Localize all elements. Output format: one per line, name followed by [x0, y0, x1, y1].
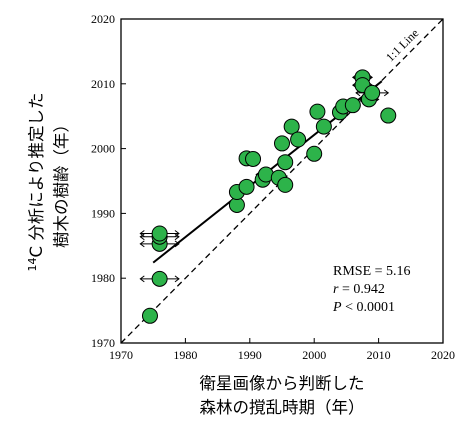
error-bar-cap-right — [174, 240, 180, 248]
y-axis-label-line-1-text: C 分析により推定した — [27, 93, 46, 258]
y-axis-label-superscript: 14 — [26, 257, 39, 271]
data-point — [277, 176, 294, 193]
data-point — [306, 145, 323, 162]
y-axis-ticks: 1970 1980 1990 2000 2010 2020 — [91, 12, 126, 350]
error-bar-cap-left — [139, 240, 145, 248]
x-tick-label: 1990 — [238, 348, 262, 362]
x-tick-label: 2020 — [431, 348, 455, 362]
plot-area — [120, 18, 444, 344]
y-axis-label-line-1: 14C 分析により推定した — [26, 93, 46, 272]
data-point — [380, 107, 397, 124]
y-tick-label: 1970 — [91, 336, 115, 350]
error-bar-cap-left — [139, 230, 145, 237]
one-to-one-line — [120, 18, 444, 344]
data-point — [309, 103, 326, 120]
error-bar-cap-right — [174, 233, 180, 241]
r-value: = 0.942 — [338, 282, 384, 297]
rmse-stat: RMSE = 5.16 — [333, 264, 411, 279]
error-bar-cap-right — [383, 89, 390, 97]
one-to-one-label: 1:1 Line — [383, 26, 421, 64]
y-tick-label: 1990 — [91, 206, 115, 220]
data-point — [283, 118, 300, 135]
p-stat: P < 0.0001 — [332, 300, 395, 315]
data-point — [141, 307, 158, 324]
error-bar-cap-left — [139, 233, 145, 241]
x-tick-label: 2010 — [367, 348, 391, 362]
data-point — [245, 150, 262, 167]
error-bar-cap-left — [139, 275, 145, 283]
r-symbol: r — [333, 282, 339, 297]
data-point — [238, 178, 255, 195]
x-tick-label: 2000 — [302, 348, 326, 362]
y-tick-label: 2020 — [91, 12, 115, 26]
r-stat: r = 0.942 — [333, 282, 385, 297]
data-point — [274, 135, 290, 152]
y-axis-label-line-2: 樹木の樹齢（年） — [52, 116, 71, 248]
p-value: < 0.0001 — [342, 300, 395, 315]
data-point — [151, 225, 168, 242]
x-tick-label: 1970 — [109, 348, 133, 362]
data-point — [364, 84, 381, 101]
p-symbol: P — [332, 300, 342, 315]
y-axis-label: 14C 分析により推定した 樹木の樹齢（年） — [26, 93, 71, 272]
data-point — [277, 154, 294, 171]
data-point — [290, 131, 307, 148]
y-tick-label: 2010 — [91, 77, 115, 91]
x-tick-label: 1980 — [173, 348, 197, 362]
data-points — [141, 69, 397, 324]
data-point — [315, 118, 332, 135]
error-bar-cap-right — [174, 230, 180, 237]
x-axis-label-line-2: 森林の撹乱時期（年） — [200, 398, 365, 417]
x-axis-ticks: 1970 1980 1990 2000 2010 2020 — [109, 338, 455, 362]
x-axis-label-line-1: 衛星画像から判断した — [200, 374, 365, 393]
y-tick-label: 1980 — [91, 271, 115, 285]
plot-frame — [120, 18, 444, 344]
y-tick-label: 2000 — [91, 142, 115, 156]
error-bar-cap-right — [174, 275, 180, 283]
data-point — [344, 97, 361, 114]
data-point — [151, 270, 168, 287]
